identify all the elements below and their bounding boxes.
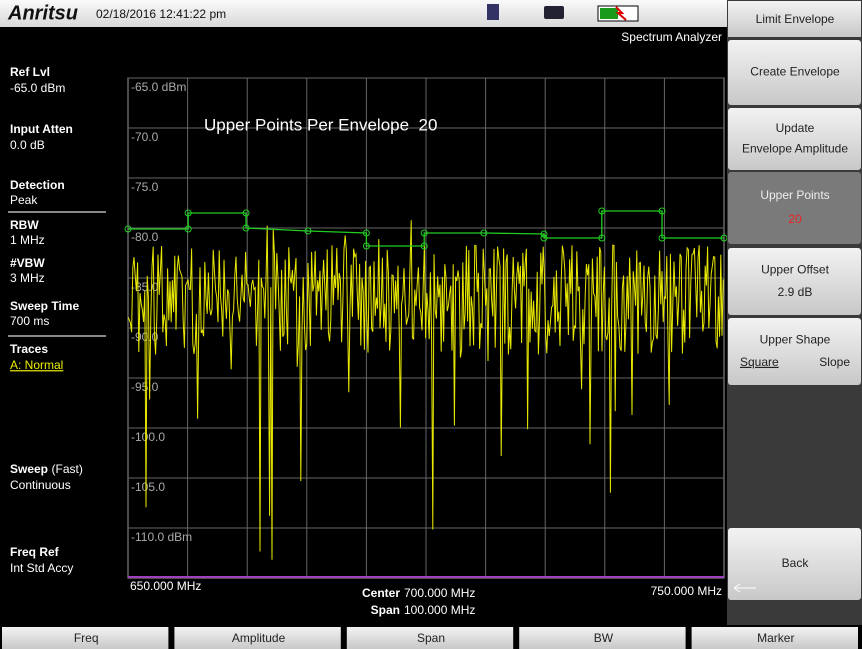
- setting-label: Freq Ref: [10, 545, 60, 559]
- y-tick-label: -105.0: [131, 480, 165, 494]
- softkey-option: Slope: [819, 355, 850, 369]
- envelope-point: [598, 207, 606, 215]
- y-tick-label: -80.0: [131, 230, 159, 244]
- setting-label: Traces: [10, 342, 48, 356]
- softkey[interactable]: [728, 40, 861, 105]
- brand: Anritsu: [7, 2, 78, 24]
- tab-label: Span: [417, 631, 445, 645]
- setting-value: Int Std Accy: [10, 561, 73, 575]
- span-label: Span: [371, 603, 400, 617]
- envelope-point: [184, 225, 192, 233]
- trace: [127, 220, 724, 560]
- tab[interactable]: [519, 627, 686, 649]
- tabs: Freq Amplitude Span BW Marker: [2, 627, 858, 649]
- setting-label: Input Atten: [10, 122, 73, 136]
- y-tick-label: -75.0: [131, 180, 159, 194]
- datetime: 02/18/2016 12:41:22 pm: [96, 7, 226, 21]
- tab[interactable]: [2, 627, 169, 649]
- setting-value: A: Normal: [10, 358, 63, 372]
- setting-value: 1 MHz: [10, 233, 45, 247]
- annotation: Upper Points Per Envelope 20: [204, 115, 437, 134]
- softkey-label: Upper Points: [760, 188, 829, 202]
- setting-label: RBW: [10, 218, 39, 232]
- softkey-label: Back: [782, 556, 810, 570]
- tab[interactable]: [174, 627, 341, 649]
- setting-value: Continuous: [10, 478, 71, 492]
- tab-label: Marker: [757, 631, 794, 645]
- softkey-option: Square: [740, 355, 779, 369]
- softkey-value: 20: [788, 212, 802, 226]
- envelope-point: [362, 229, 370, 237]
- setting-value: 700 ms: [10, 314, 49, 328]
- setting-value: Peak: [10, 193, 38, 207]
- setting-label: Sweep: [10, 462, 48, 476]
- envelope-point: [540, 234, 548, 242]
- setting-label: Sweep Time: [10, 299, 79, 313]
- envelope-point: [480, 229, 488, 237]
- softkey[interactable]: [728, 108, 861, 170]
- start-freq: 650.000 MHz: [130, 579, 201, 593]
- softkeys: Limit Envelope Create Envelope Update Envel…: [727, 0, 862, 625]
- envelope-point: [242, 209, 250, 217]
- softkey-label: Envelope Amplitude: [742, 142, 848, 156]
- y-tick-label: -100.0: [131, 430, 165, 444]
- save-icon: [487, 4, 499, 20]
- center-value: 700.000 MHz: [404, 586, 475, 600]
- envelope-point: [540, 230, 548, 238]
- envelope-point: [658, 207, 666, 215]
- y-tick-label: -70.0: [131, 130, 159, 144]
- setting-suffix: (Fast): [52, 462, 83, 476]
- softkey[interactable]: [728, 248, 861, 315]
- envelope-point: [420, 229, 428, 237]
- softkey-label: Upper Offset: [761, 263, 829, 277]
- setting-label: Ref Lvl: [10, 65, 50, 79]
- envelope-point: [124, 225, 132, 233]
- softkey-label: Upper Shape: [760, 333, 831, 347]
- tab[interactable]: [691, 627, 858, 649]
- softkey[interactable]: [728, 318, 861, 385]
- setting-value: 0.0 dB: [10, 138, 45, 152]
- envelope-point: [362, 242, 370, 250]
- softkey-label: Create Envelope: [750, 65, 840, 79]
- y-tick-label: -65.0 dBm: [131, 80, 186, 94]
- left-panel: Ref Lvl -65.0 dBm Input Atten 0.0 dB Detecti…: [8, 65, 106, 575]
- envelope-point: [598, 234, 606, 242]
- envelope-point: [658, 234, 666, 242]
- setting-value: 3 MHz: [10, 271, 45, 285]
- back-arrow: [733, 583, 756, 593]
- softkey-title-bg: [728, 1, 861, 37]
- mode: Spectrum Analyzer: [621, 30, 722, 44]
- softkey[interactable]: [728, 172, 861, 244]
- stop-freq: 750.000 MHz: [651, 584, 722, 598]
- softkey-label: Update: [776, 121, 815, 135]
- envelope-point: [304, 227, 312, 235]
- softkey-value: 2.9 dB: [778, 285, 813, 299]
- setting-value: -65.0 dBm: [10, 81, 65, 95]
- setting-label: #VBW: [10, 256, 45, 270]
- setting-label: Detection: [10, 178, 65, 192]
- tab-label: Freq: [74, 631, 99, 645]
- span-value: 100.000 MHz: [404, 603, 475, 617]
- tab-label: Amplitude: [232, 631, 286, 645]
- center-label: Center: [362, 586, 400, 600]
- tab-label: BW: [594, 631, 614, 645]
- tab[interactable]: [346, 627, 514, 649]
- camera-icon: [544, 6, 564, 19]
- envelope-line: [128, 210, 724, 247]
- softkey[interactable]: [728, 528, 861, 600]
- charge-icon: [615, 6, 627, 21]
- envelope-point: [420, 242, 428, 250]
- envelope-point: [242, 224, 250, 232]
- battery-level: [600, 8, 618, 19]
- plot: -65.0 dBm-70.0-75.0-80.0-85.0-90.0-95.0-…: [124, 77, 728, 617]
- y-tick-label: -110.0 dBm: [131, 530, 192, 544]
- softkey-title: Limit Envelope: [756, 12, 835, 26]
- envelope-point: [184, 209, 192, 217]
